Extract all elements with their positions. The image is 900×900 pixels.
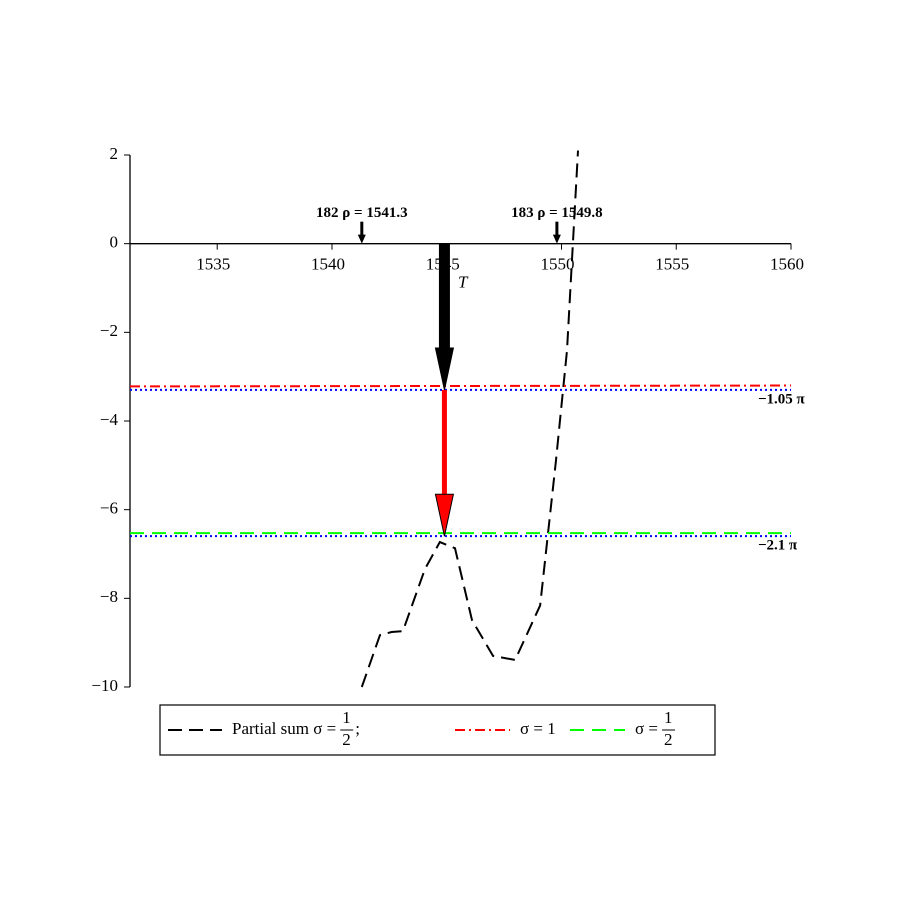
arrow-head xyxy=(434,493,455,537)
legend-label: σ = 1 xyxy=(520,719,556,738)
x-tick-label: 1560 xyxy=(770,255,804,274)
x-tick-label: 1540 xyxy=(311,255,345,274)
y-tick-label: −8 xyxy=(100,587,118,606)
annotation-label: 183 ρ = 1549.8 xyxy=(511,205,603,221)
y-tick-label: −10 xyxy=(91,676,118,695)
x-axis-label: T xyxy=(458,273,469,292)
annotation-arrow-head xyxy=(357,234,366,244)
reference-label: −1.05 π xyxy=(758,391,806,407)
annotation-arrow-head xyxy=(552,234,561,244)
reference-label: −2.1 π xyxy=(758,538,798,554)
y-tick-label: 2 xyxy=(110,144,119,163)
y-tick-label: −4 xyxy=(100,410,119,429)
series-line xyxy=(360,150,580,688)
y-tick-label: −2 xyxy=(100,321,118,340)
legend-label: σ = 1/2 xyxy=(635,708,674,749)
y-tick-label: 0 xyxy=(110,233,119,252)
legend-label: Partial sum σ = 1/2; xyxy=(232,708,360,749)
series-line xyxy=(129,384,792,388)
x-tick-label: 1550 xyxy=(540,255,574,274)
x-tick-label: 1535 xyxy=(196,255,230,274)
arrow xyxy=(434,389,455,537)
arrow xyxy=(434,243,455,391)
y-tick-label: −6 xyxy=(100,499,118,518)
arrow-head xyxy=(434,347,455,391)
x-tick-label: 1555 xyxy=(655,255,689,274)
annotation-label: 182 ρ = 1541.3 xyxy=(316,205,408,221)
